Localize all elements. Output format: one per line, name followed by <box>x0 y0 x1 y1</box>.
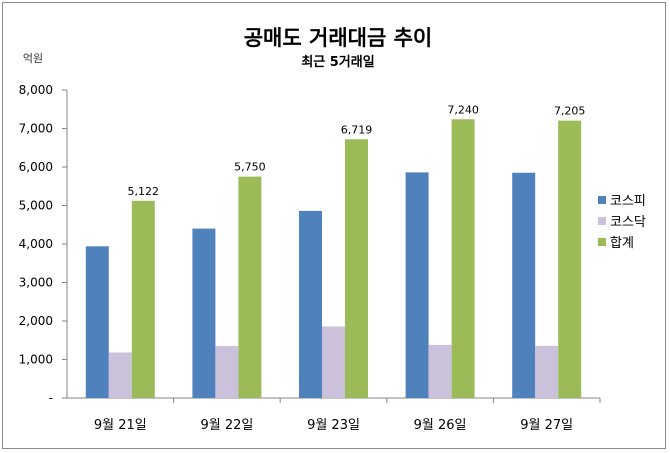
x-tick-label: 9월 22일 <box>200 418 253 433</box>
y-tick-label: 4,000 <box>19 237 53 251</box>
y-tick-label: 3,000 <box>19 276 53 290</box>
data-labels: 5,122 5,750 6,719 7,240 7,205 <box>128 103 586 198</box>
y-tick-label: 2,000 <box>19 314 53 328</box>
bar-kosdaq <box>322 326 345 398</box>
bar-total <box>451 119 475 398</box>
x-tick-label: 9월 27일 <box>520 418 573 433</box>
bar-kospi <box>192 228 216 398</box>
data-label-total: 7,240 <box>447 103 479 116</box>
data-label-total: 5,750 <box>234 161 266 174</box>
x-tick-label: 9월 21일 <box>94 418 147 433</box>
y-axis-unit-label: 억원 <box>23 52 43 65</box>
y-tick-label: - <box>49 391 53 405</box>
y-tick-label: 5,000 <box>19 199 53 213</box>
legend-swatch <box>598 217 606 225</box>
x-tick-label: 9월 23일 <box>307 418 360 433</box>
chart-subtitle: 최근 5거래일 <box>301 55 374 70</box>
bar-total <box>238 176 262 398</box>
data-label-total: 7,205 <box>554 105 586 118</box>
legend-swatch <box>598 196 606 204</box>
bar-total <box>131 200 155 398</box>
chart-title: 공매도 거래대금 추이 <box>244 26 433 50</box>
x-tick-label: 9월 26일 <box>414 418 467 433</box>
y-tick-label: 1,000 <box>19 353 53 367</box>
bar-kospi <box>512 172 536 398</box>
bar-total <box>558 120 582 399</box>
bar-kospi <box>299 210 322 398</box>
data-label-total: 5,122 <box>128 185 160 198</box>
bar-kosdaq <box>215 346 239 398</box>
data-label-total: 6,719 <box>341 123 373 136</box>
bar-total <box>345 139 368 399</box>
bar-kosdaq <box>108 352 132 398</box>
bars <box>85 119 582 399</box>
legend-entry-label: 코스닥 <box>610 215 646 230</box>
legend-entry-label: 코스피 <box>610 194 646 209</box>
y-tick-label: 7,000 <box>19 122 53 136</box>
bar-kospi <box>405 172 429 398</box>
y-tick-label: 8,000 <box>19 83 53 97</box>
bar-kosdaq <box>428 344 452 398</box>
bar-kosdaq <box>535 345 559 398</box>
legend-entry-label: 합계 <box>610 236 634 251</box>
y-tick-label: 6,000 <box>19 160 53 174</box>
bar-kospi <box>85 246 109 398</box>
axes: - 1,000 2,000 3,000 4,000 5,000 6,000 7,000 8,00… <box>19 83 601 433</box>
legend-swatch <box>598 238 606 246</box>
